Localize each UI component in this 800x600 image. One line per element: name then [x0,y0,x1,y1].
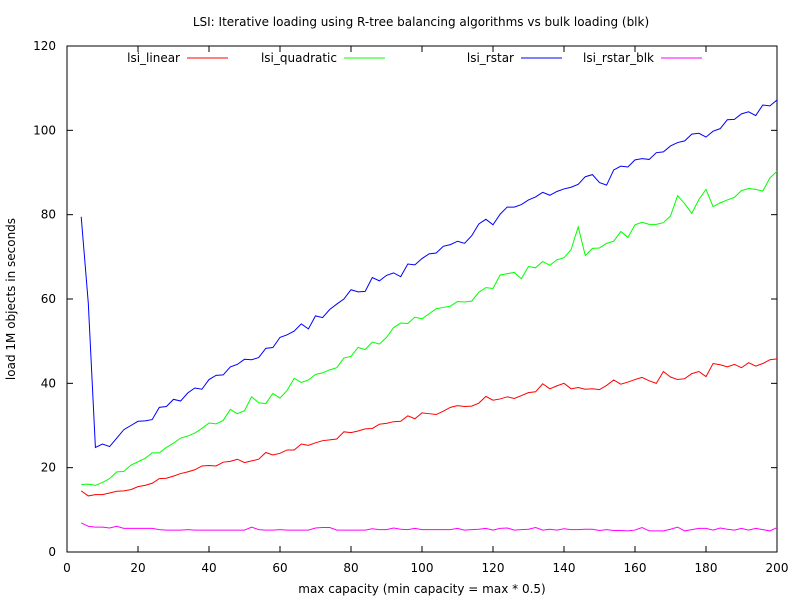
y-axis: 0 20 40 60 80 100 120 [33,39,777,559]
series-line-lsi-rstar [80,99,778,449]
series-line-lsi-quadratic [81,170,778,486]
y-tick-label: 120 [33,39,56,53]
x-tick-label: 100 [411,561,434,575]
legend-label-lsi-quadratic: lsi_quadratic [261,51,337,65]
legend-label-lsi-linear: lsi_linear [127,51,180,65]
legend: lsi_linear lsi_quadratic lsi_rstar lsi_rsta… [127,51,702,65]
x-tick-label: 140 [553,561,576,575]
chart-title: LSI: Iterative loading using R-tree bala… [193,15,649,29]
y-tick-label: 60 [41,292,56,306]
y-tick-label: 0 [48,545,56,559]
y-tick-label: 80 [41,208,56,222]
y-tick-label: 40 [41,376,56,390]
x-tick-label: 40 [201,561,216,575]
series-line-lsi-linear [80,358,778,497]
y-axis-label: load 1M objects in seconds [4,218,18,380]
y-tick-label: 20 [41,461,56,475]
series-line-lsi-rstar-blk [80,522,778,532]
y-tick-label: 100 [33,123,56,137]
legend-label-lsi-rstar: lsi_rstar [467,51,514,65]
x-tick-label: 180 [695,561,718,575]
x-tick-label: 20 [130,561,145,575]
x-tick-label: 120 [482,561,505,575]
x-tick-label: 200 [766,561,789,575]
x-axis-label: max capacity (min capacity = max * 0.5) [298,582,545,596]
x-tick-label: 160 [624,561,647,575]
x-axis: 0 20 40 60 80 100 120 140 160 180 200 [63,46,788,575]
x-tick-label: 80 [343,561,358,575]
legend-label-lsi-rstar-blk: lsi_rstar_blk [583,51,654,65]
series-layer [80,99,778,532]
x-tick-label: 0 [63,561,71,575]
x-tick-label: 60 [272,561,287,575]
